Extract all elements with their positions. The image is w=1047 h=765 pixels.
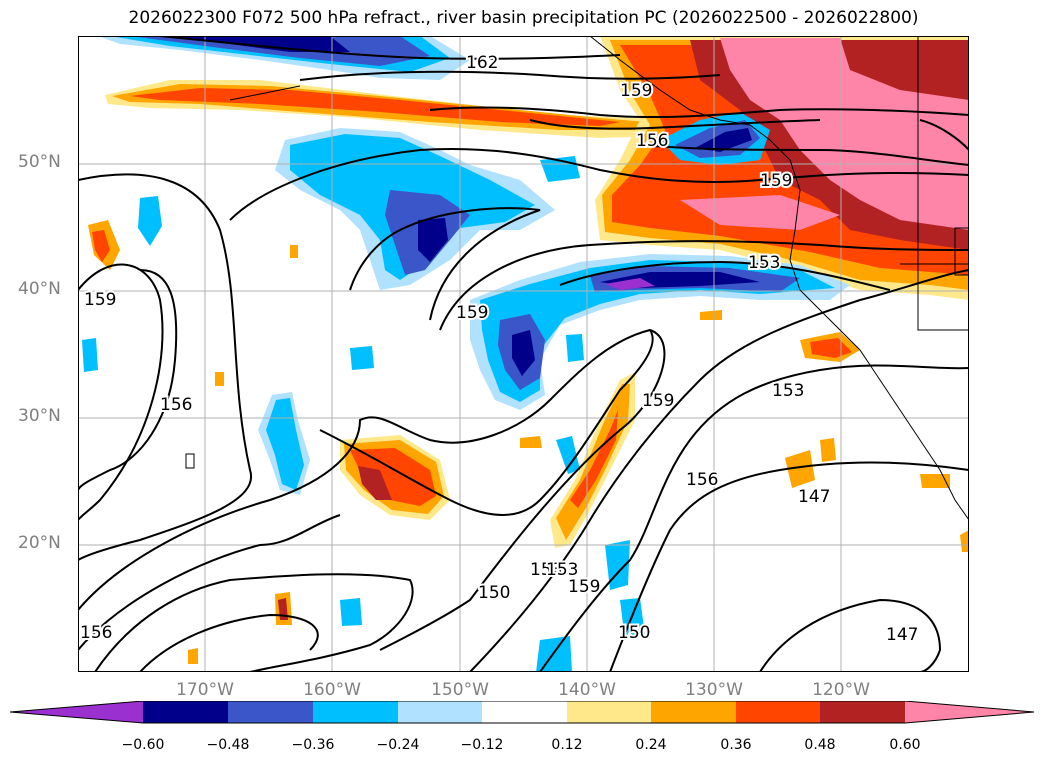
lon-label-160w: 160°W — [303, 680, 361, 700]
colorbar-tick: 0.48 — [804, 737, 836, 753]
contour-label: 147 — [886, 625, 918, 645]
colorbar-segment — [567, 701, 651, 723]
contour-label: 159 — [760, 171, 792, 191]
contour-label: 153 — [546, 560, 578, 580]
colorbar-tick: −0.48 — [206, 737, 250, 753]
colorbar — [10, 701, 1035, 724]
contour-labels: 162 159 156 153 159 159 156 159 153 156 … — [78, 51, 920, 647]
contour-label: 156 — [80, 623, 112, 643]
lat-label-50n: 50°N — [18, 152, 61, 172]
colorbar-segment — [820, 701, 905, 723]
colorbar-tick: −0.24 — [376, 737, 420, 753]
colorbar-segment — [228, 701, 313, 723]
colorbar-tick: 0.24 — [635, 737, 667, 753]
colorbar-segment — [143, 701, 228, 723]
colorbar-segment — [313, 701, 398, 723]
map-canvas: 162 159 156 153 159 159 156 159 153 156 … — [78, 36, 969, 672]
colorbar-segment — [736, 701, 820, 723]
colorbar-segment — [398, 701, 482, 723]
height-contours — [78, 36, 969, 672]
contour-label: 150 — [478, 583, 510, 603]
map-panel: 162 159 156 153 159 159 156 159 153 156 … — [78, 36, 969, 672]
lon-label-140w: 140°W — [558, 680, 616, 700]
contour-label: 156 — [636, 131, 668, 151]
contour-label: 159 — [456, 303, 488, 323]
lon-label-150w: 150°W — [431, 680, 489, 700]
contour-label: 159 — [620, 81, 652, 101]
map-title: 2026022300 F072 500 hPa refract., river … — [128, 8, 919, 28]
lon-label-120w: 120°W — [812, 680, 870, 700]
gridlines — [78, 36, 969, 672]
colorbar-tick: 0.12 — [551, 737, 583, 753]
colorbar-segment — [482, 701, 567, 723]
contour-label: 159 — [642, 391, 674, 411]
contour-label: 156 — [160, 395, 192, 415]
lon-label-170w: 170°W — [176, 680, 234, 700]
colorbar-segment — [10, 701, 143, 723]
contour-label: 147 — [798, 487, 830, 507]
colorbar-tick: −0.36 — [291, 737, 335, 753]
precipitation-shading — [82, 36, 969, 672]
contour-label: 150 — [618, 623, 650, 643]
colorbar-tick: −0.60 — [121, 737, 165, 753]
contour-label: 153 — [530, 560, 562, 580]
lon-label-130w: 130°W — [685, 680, 743, 700]
colorbar-tick: 0.60 — [889, 737, 921, 753]
colorbar-tick: 0.36 — [720, 737, 752, 753]
lat-label-20n: 20°N — [18, 533, 61, 553]
contour-label: 156 — [686, 470, 718, 490]
lat-label-40n: 40°N — [18, 279, 61, 299]
colorbar-tick: −0.12 — [460, 737, 504, 753]
contour-label: 159 — [84, 290, 116, 310]
contour-label: 153 — [748, 253, 780, 273]
contour-label: 153 — [772, 381, 804, 401]
coastline — [185, 36, 969, 521]
lat-label-30n: 30°N — [18, 406, 61, 426]
colorbar-segment — [651, 701, 736, 723]
contour-label: 159 — [568, 577, 600, 597]
colorbar-segment — [905, 701, 1034, 723]
contour-label: 162 — [466, 53, 498, 73]
